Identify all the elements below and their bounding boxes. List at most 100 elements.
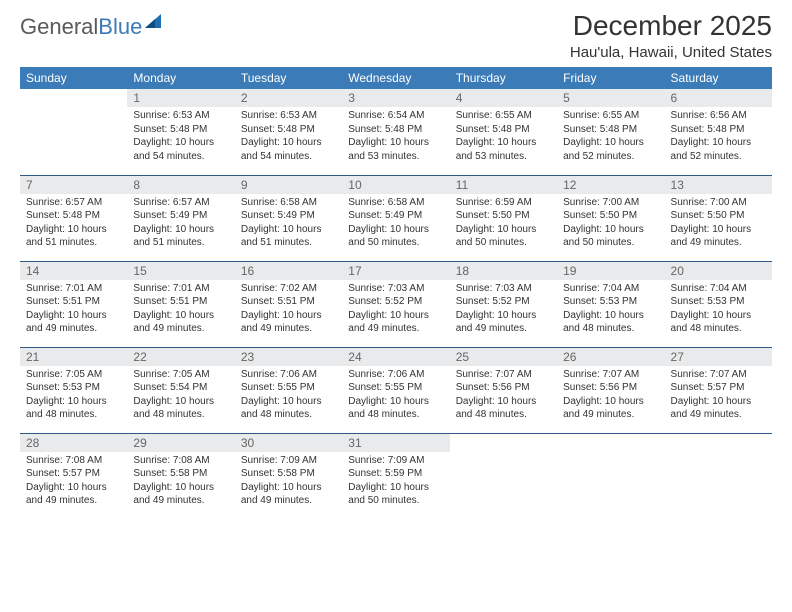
calendar-day: 27Sunrise: 7:07 AMSunset: 5:57 PMDayligh…: [665, 347, 772, 433]
day-number: 22: [127, 348, 234, 366]
page-title: December 2025: [570, 10, 772, 42]
calendar-day: 9Sunrise: 6:58 AMSunset: 5:49 PMDaylight…: [235, 175, 342, 261]
logo-part1: General: [20, 14, 98, 39]
day-details: Sunrise: 7:07 AMSunset: 5:57 PMDaylight:…: [665, 366, 772, 426]
location-text: Hau'ula, Hawaii, United States: [570, 44, 772, 61]
day-details: Sunrise: 6:53 AMSunset: 5:48 PMDaylight:…: [235, 107, 342, 167]
calendar-week: 14Sunrise: 7:01 AMSunset: 5:51 PMDayligh…: [20, 261, 772, 347]
calendar-day: 15Sunrise: 7:01 AMSunset: 5:51 PMDayligh…: [127, 261, 234, 347]
calendar-day: 30Sunrise: 7:09 AMSunset: 5:58 PMDayligh…: [235, 433, 342, 519]
day-details: Sunrise: 7:01 AMSunset: 5:51 PMDaylight:…: [127, 280, 234, 340]
day-number: 21: [20, 348, 127, 366]
calendar-day: 25Sunrise: 7:07 AMSunset: 5:56 PMDayligh…: [450, 347, 557, 433]
calendar-day-empty: [20, 89, 127, 175]
day-details: Sunrise: 7:09 AMSunset: 5:58 PMDaylight:…: [235, 452, 342, 512]
calendar-day: 20Sunrise: 7:04 AMSunset: 5:53 PMDayligh…: [665, 261, 772, 347]
day-header: Saturday: [665, 67, 772, 89]
day-number: 26: [557, 348, 664, 366]
day-details: Sunrise: 6:56 AMSunset: 5:48 PMDaylight:…: [665, 107, 772, 167]
day-number: 6: [665, 89, 772, 107]
day-details: Sunrise: 7:02 AMSunset: 5:51 PMDaylight:…: [235, 280, 342, 340]
day-number: 14: [20, 262, 127, 280]
calendar-day: 11Sunrise: 6:59 AMSunset: 5:50 PMDayligh…: [450, 175, 557, 261]
day-number: 8: [127, 176, 234, 194]
calendar-day: 29Sunrise: 7:08 AMSunset: 5:58 PMDayligh…: [127, 433, 234, 519]
day-number: 27: [665, 348, 772, 366]
calendar-day-empty: [450, 433, 557, 519]
day-number: 4: [450, 89, 557, 107]
day-number: 17: [342, 262, 449, 280]
calendar-day: 1Sunrise: 6:53 AMSunset: 5:48 PMDaylight…: [127, 89, 234, 175]
day-number: 20: [665, 262, 772, 280]
calendar-day: 18Sunrise: 7:03 AMSunset: 5:52 PMDayligh…: [450, 261, 557, 347]
day-details: Sunrise: 6:53 AMSunset: 5:48 PMDaylight:…: [127, 107, 234, 167]
day-details: Sunrise: 7:04 AMSunset: 5:53 PMDaylight:…: [557, 280, 664, 340]
calendar-day-empty: [665, 433, 772, 519]
day-details: Sunrise: 7:09 AMSunset: 5:59 PMDaylight:…: [342, 452, 449, 512]
day-details: Sunrise: 7:00 AMSunset: 5:50 PMDaylight:…: [665, 194, 772, 254]
logo-text: GeneralBlue: [20, 14, 142, 40]
calendar-day: 13Sunrise: 7:00 AMSunset: 5:50 PMDayligh…: [665, 175, 772, 261]
calendar-day: 23Sunrise: 7:06 AMSunset: 5:55 PMDayligh…: [235, 347, 342, 433]
day-details: Sunrise: 6:57 AMSunset: 5:49 PMDaylight:…: [127, 194, 234, 254]
day-details: Sunrise: 6:55 AMSunset: 5:48 PMDaylight:…: [557, 107, 664, 167]
day-number: 2: [235, 89, 342, 107]
day-header: Tuesday: [235, 67, 342, 89]
day-number: 30: [235, 434, 342, 452]
day-details: Sunrise: 6:57 AMSunset: 5:48 PMDaylight:…: [20, 194, 127, 254]
calendar-week: 28Sunrise: 7:08 AMSunset: 5:57 PMDayligh…: [20, 433, 772, 519]
day-number: 5: [557, 89, 664, 107]
day-header: Sunday: [20, 67, 127, 89]
calendar-week: 21Sunrise: 7:05 AMSunset: 5:53 PMDayligh…: [20, 347, 772, 433]
day-details: Sunrise: 7:05 AMSunset: 5:53 PMDaylight:…: [20, 366, 127, 426]
day-number: 19: [557, 262, 664, 280]
day-details: Sunrise: 6:58 AMSunset: 5:49 PMDaylight:…: [235, 194, 342, 254]
day-number: 18: [450, 262, 557, 280]
day-number: 3: [342, 89, 449, 107]
day-details: Sunrise: 7:07 AMSunset: 5:56 PMDaylight:…: [557, 366, 664, 426]
title-block: December 2025 Hau'ula, Hawaii, United St…: [570, 10, 772, 61]
calendar-day: 19Sunrise: 7:04 AMSunset: 5:53 PMDayligh…: [557, 261, 664, 347]
day-number: 11: [450, 176, 557, 194]
day-details: Sunrise: 7:03 AMSunset: 5:52 PMDaylight:…: [342, 280, 449, 340]
day-number: 13: [665, 176, 772, 194]
day-header: Wednesday: [342, 67, 449, 89]
calendar-day: 6Sunrise: 6:56 AMSunset: 5:48 PMDaylight…: [665, 89, 772, 175]
day-number: 31: [342, 434, 449, 452]
calendar-day: 7Sunrise: 6:57 AMSunset: 5:48 PMDaylight…: [20, 175, 127, 261]
day-number: 12: [557, 176, 664, 194]
header: GeneralBlue December 2025 Hau'ula, Hawai…: [20, 10, 772, 61]
day-number: 16: [235, 262, 342, 280]
page: GeneralBlue December 2025 Hau'ula, Hawai…: [0, 0, 792, 519]
day-header: Monday: [127, 67, 234, 89]
day-number: 29: [127, 434, 234, 452]
day-header-row: SundayMondayTuesdayWednesdayThursdayFrid…: [20, 67, 772, 89]
calendar-day: 28Sunrise: 7:08 AMSunset: 5:57 PMDayligh…: [20, 433, 127, 519]
day-details: Sunrise: 7:06 AMSunset: 5:55 PMDaylight:…: [235, 366, 342, 426]
calendar-day: 21Sunrise: 7:05 AMSunset: 5:53 PMDayligh…: [20, 347, 127, 433]
calendar-day: 31Sunrise: 7:09 AMSunset: 5:59 PMDayligh…: [342, 433, 449, 519]
calendar-day: 24Sunrise: 7:06 AMSunset: 5:55 PMDayligh…: [342, 347, 449, 433]
calendar-day: 22Sunrise: 7:05 AMSunset: 5:54 PMDayligh…: [127, 347, 234, 433]
day-number: 7: [20, 176, 127, 194]
calendar-day: 2Sunrise: 6:53 AMSunset: 5:48 PMDaylight…: [235, 89, 342, 175]
day-details: Sunrise: 7:05 AMSunset: 5:54 PMDaylight:…: [127, 366, 234, 426]
day-details: Sunrise: 6:55 AMSunset: 5:48 PMDaylight:…: [450, 107, 557, 167]
day-number: 1: [127, 89, 234, 107]
calendar-day: 26Sunrise: 7:07 AMSunset: 5:56 PMDayligh…: [557, 347, 664, 433]
day-number: 10: [342, 176, 449, 194]
day-details: Sunrise: 7:00 AMSunset: 5:50 PMDaylight:…: [557, 194, 664, 254]
day-details: Sunrise: 6:54 AMSunset: 5:48 PMDaylight:…: [342, 107, 449, 167]
logo-sail-icon: [145, 14, 163, 28]
day-details: Sunrise: 7:07 AMSunset: 5:56 PMDaylight:…: [450, 366, 557, 426]
logo-part2: Blue: [98, 14, 142, 39]
calendar-day: 12Sunrise: 7:00 AMSunset: 5:50 PMDayligh…: [557, 175, 664, 261]
day-number: 24: [342, 348, 449, 366]
calendar-day: 17Sunrise: 7:03 AMSunset: 5:52 PMDayligh…: [342, 261, 449, 347]
day-details: Sunrise: 7:04 AMSunset: 5:53 PMDaylight:…: [665, 280, 772, 340]
day-details: Sunrise: 6:58 AMSunset: 5:49 PMDaylight:…: [342, 194, 449, 254]
logo: GeneralBlue: [20, 10, 163, 40]
calendar-day: 5Sunrise: 6:55 AMSunset: 5:48 PMDaylight…: [557, 89, 664, 175]
day-details: Sunrise: 7:03 AMSunset: 5:52 PMDaylight:…: [450, 280, 557, 340]
day-details: Sunrise: 7:08 AMSunset: 5:57 PMDaylight:…: [20, 452, 127, 512]
